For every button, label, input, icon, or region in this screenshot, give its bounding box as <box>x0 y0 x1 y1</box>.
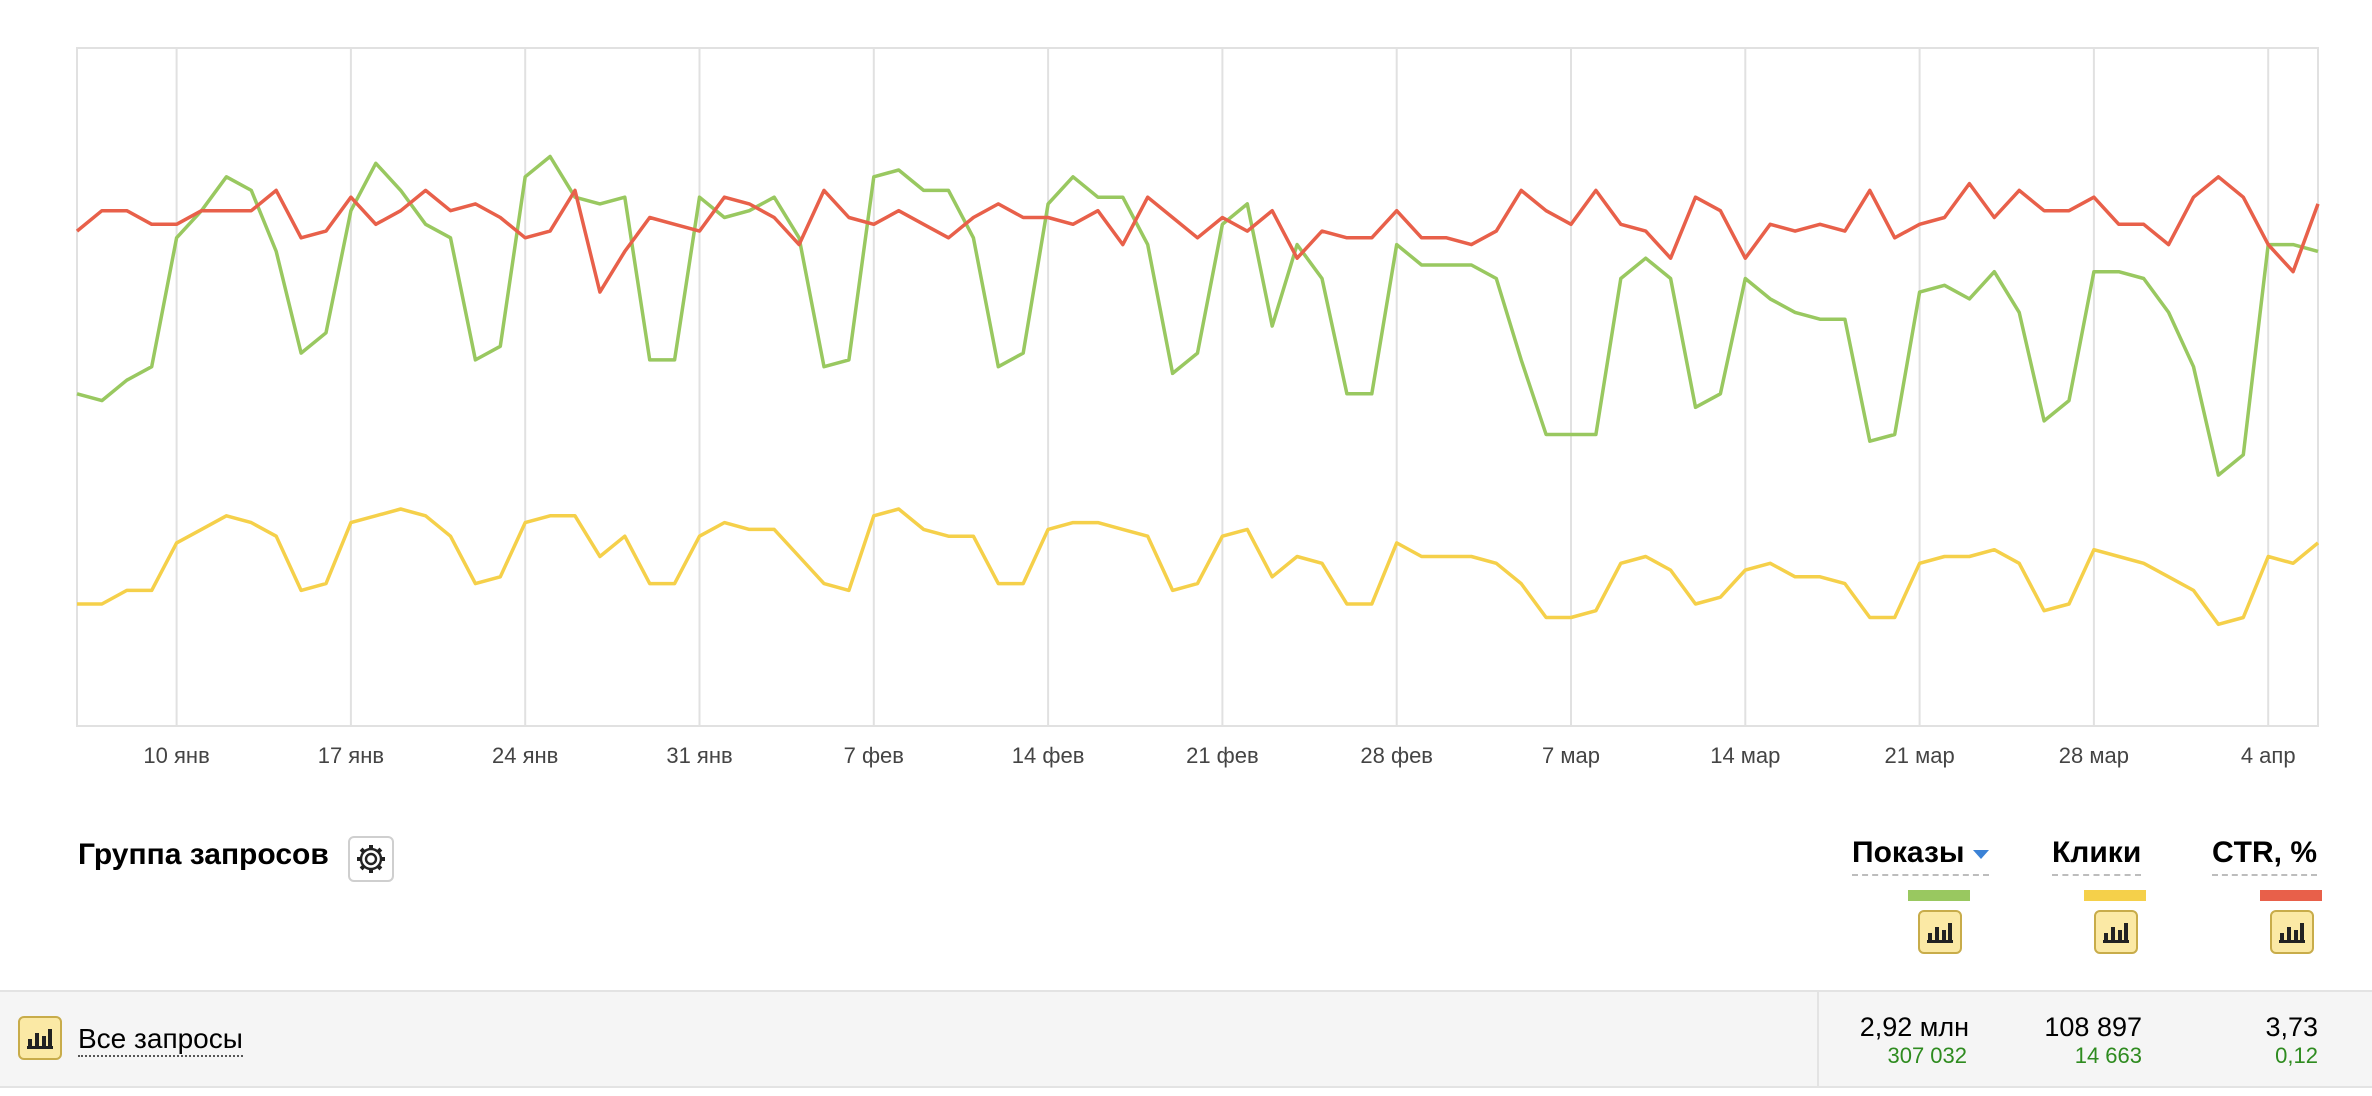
group-title: Группа запросов <box>78 838 329 871</box>
bar-chart-icon <box>27 1029 53 1049</box>
bar-chart-icon <box>1927 923 1953 943</box>
plot-area <box>76 47 2319 727</box>
column-divider <box>1817 992 1819 1086</box>
x-tick-label: 28 фев <box>1360 743 1433 768</box>
column-header-ctr[interactable]: CTR, % <box>2212 836 2317 876</box>
x-tick-label: 21 фев <box>1186 743 1259 768</box>
legend-ctr <box>2260 890 2322 901</box>
legend-shows <box>1908 890 1970 901</box>
series-line-1 <box>77 507 2320 627</box>
settings-button[interactable] <box>348 836 394 882</box>
legend-clicks <box>2084 890 2146 901</box>
x-tick-label: 14 фев <box>1012 743 1085 768</box>
sort-desc-icon <box>1972 849 1989 859</box>
x-tick-label: 7 мар <box>1542 743 1600 768</box>
row-label-link[interactable]: Все запросы <box>78 1023 243 1057</box>
clicks-value: 108 897 <box>2044 1012 2142 1042</box>
series-line-0 <box>76 154 2319 477</box>
ctr-delta: 0,12 <box>2275 1043 2318 1068</box>
x-axis: 10 янв 17 янв 24 янв 31 янв 7 фев 14 фев 21 фе… <box>143 743 2295 768</box>
column-header-shows[interactable]: Показы <box>1852 836 1989 876</box>
shows-value: 2,92 млн <box>1859 1012 1969 1042</box>
series-line-2 <box>75 175 2320 294</box>
table-row <box>0 990 2372 1088</box>
bar-chart-icon <box>2103 923 2129 943</box>
toggle-chart-clicks[interactable] <box>2094 910 2138 954</box>
gear-icon <box>357 845 385 873</box>
ctr-value: 3,73 <box>2265 1012 2318 1042</box>
toggle-chart-ctr[interactable] <box>2270 910 2314 954</box>
x-tick-label: 21 мар <box>1885 743 1955 768</box>
column-header-shows-label: Показы <box>1852 836 1965 869</box>
shows-delta: 307 032 <box>1887 1043 1967 1068</box>
x-tick-label: 14 мар <box>1710 743 1780 768</box>
x-tick-label: 31 янв <box>666 743 732 768</box>
x-tick-label: 28 мар <box>2059 743 2129 768</box>
toggle-chart-shows[interactable] <box>1918 910 1962 954</box>
bar-chart-icon <box>2279 923 2305 943</box>
clicks-delta: 14 663 <box>2074 1043 2142 1068</box>
x-tick-label: 24 янв <box>492 743 558 768</box>
column-header-clicks[interactable]: Клики <box>2052 836 2142 876</box>
x-tick-label: 10 янв <box>143 743 209 768</box>
gridlines <box>175 48 2270 726</box>
x-tick-label: 17 янв <box>318 743 384 768</box>
line-chart: 10 янв 17 янв 24 янв 31 янв 7 фев 14 фев 21 фе… <box>75 47 2320 768</box>
x-tick-label: 7 фев <box>844 743 904 768</box>
x-tick-label: 4 апр <box>2241 743 2296 768</box>
series-lines <box>75 154 2320 627</box>
toggle-chart-row[interactable] <box>18 1016 62 1060</box>
